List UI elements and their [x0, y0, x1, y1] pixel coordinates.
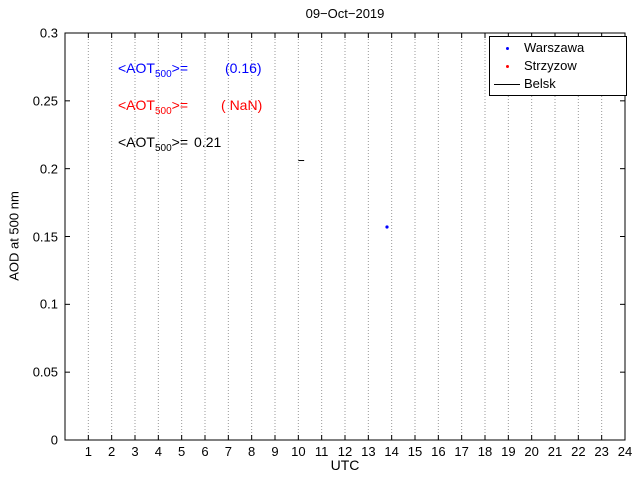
- x-tick-label: 17: [454, 444, 469, 459]
- x-tick-label: 18: [477, 444, 493, 459]
- x-tick-label: 9: [271, 444, 279, 459]
- annotation-prefix: <AOT: [118, 60, 155, 76]
- x-tick-label: 2: [108, 444, 116, 459]
- x-tick-label: 19: [501, 444, 516, 459]
- x-tick-label: 13: [361, 444, 376, 459]
- annotation-value: ( NaN): [221, 97, 263, 113]
- y-tick-label: 0.05: [32, 364, 58, 380]
- annotation-prefix: <AOT: [118, 97, 155, 113]
- strzyzow-dot-marker-icon: [490, 64, 524, 68]
- annotation-suffix: >=: [171, 60, 189, 76]
- annotation-subscript: 500: [154, 106, 172, 117]
- mean-aot-annotation-strzyzow: <AOT500>= ( NaN): [118, 97, 262, 117]
- x-tick-label: 5: [178, 444, 186, 459]
- x-tick-label: 23: [594, 444, 609, 459]
- legend: Warszawa Strzyzow Belsk: [489, 36, 627, 96]
- x-tick-label: 7: [224, 444, 232, 459]
- x-tick-label: 11: [314, 444, 329, 459]
- mean-aot-annotation-belsk: <AOT500>= 0.21: [118, 134, 221, 154]
- legend-label: Warszawa: [524, 40, 585, 55]
- y-tick-label: 0.15: [32, 229, 58, 244]
- x-tick-label: 6: [201, 444, 209, 459]
- y-tick-label: 0.25: [32, 93, 58, 109]
- mean-aot-annotation-warszawa: <AOT500>= (0.16): [118, 60, 262, 80]
- x-tick-label: 10: [291, 444, 306, 459]
- annotation-suffix: >=: [171, 134, 189, 150]
- legend-item-belsk: Belsk: [490, 75, 626, 93]
- x-tick-label: 16: [431, 444, 446, 459]
- x-tick-label: 12: [337, 444, 353, 459]
- y-tick-label: 0: [50, 432, 58, 448]
- x-tick-label: 8: [248, 444, 256, 459]
- chart-title: 09−Oct−2019: [305, 6, 385, 21]
- annotation-subscript: 500: [154, 143, 172, 154]
- x-tick-label: 3: [131, 444, 139, 459]
- annotation-value: 0.21: [194, 134, 222, 150]
- x-tick-label: 1: [84, 444, 92, 459]
- x-axis-label: UTC: [330, 457, 360, 473]
- legend-label: Strzyzow: [524, 58, 577, 73]
- annotation-suffix: >=: [171, 97, 189, 113]
- y-tick-label: 0.1: [39, 296, 58, 312]
- legend-item-warszawa: Warszawa: [490, 39, 626, 57]
- y-tick-label: 0.2: [39, 161, 58, 177]
- legend-label: Belsk: [524, 76, 556, 91]
- annotation-prefix: <AOT: [118, 134, 155, 150]
- annotation-value: (0.16): [225, 60, 262, 76]
- x-tick-label: 20: [524, 444, 539, 459]
- x-tick-label: 24: [617, 444, 633, 459]
- y-tick-label: 0.3: [39, 25, 58, 41]
- belsk-line-marker-icon: [490, 83, 524, 85]
- x-tick-label: 14: [384, 444, 399, 459]
- x-tick-label: 4: [154, 444, 162, 459]
- annotation-subscript: 500: [154, 69, 172, 80]
- x-tick-label: 22: [571, 444, 586, 459]
- warszawa-dot-marker-icon: [490, 46, 524, 50]
- x-tick-label: 21: [547, 444, 563, 459]
- x-tick-label: 15: [407, 444, 423, 459]
- legend-item-strzyzow: Strzyzow: [490, 57, 626, 75]
